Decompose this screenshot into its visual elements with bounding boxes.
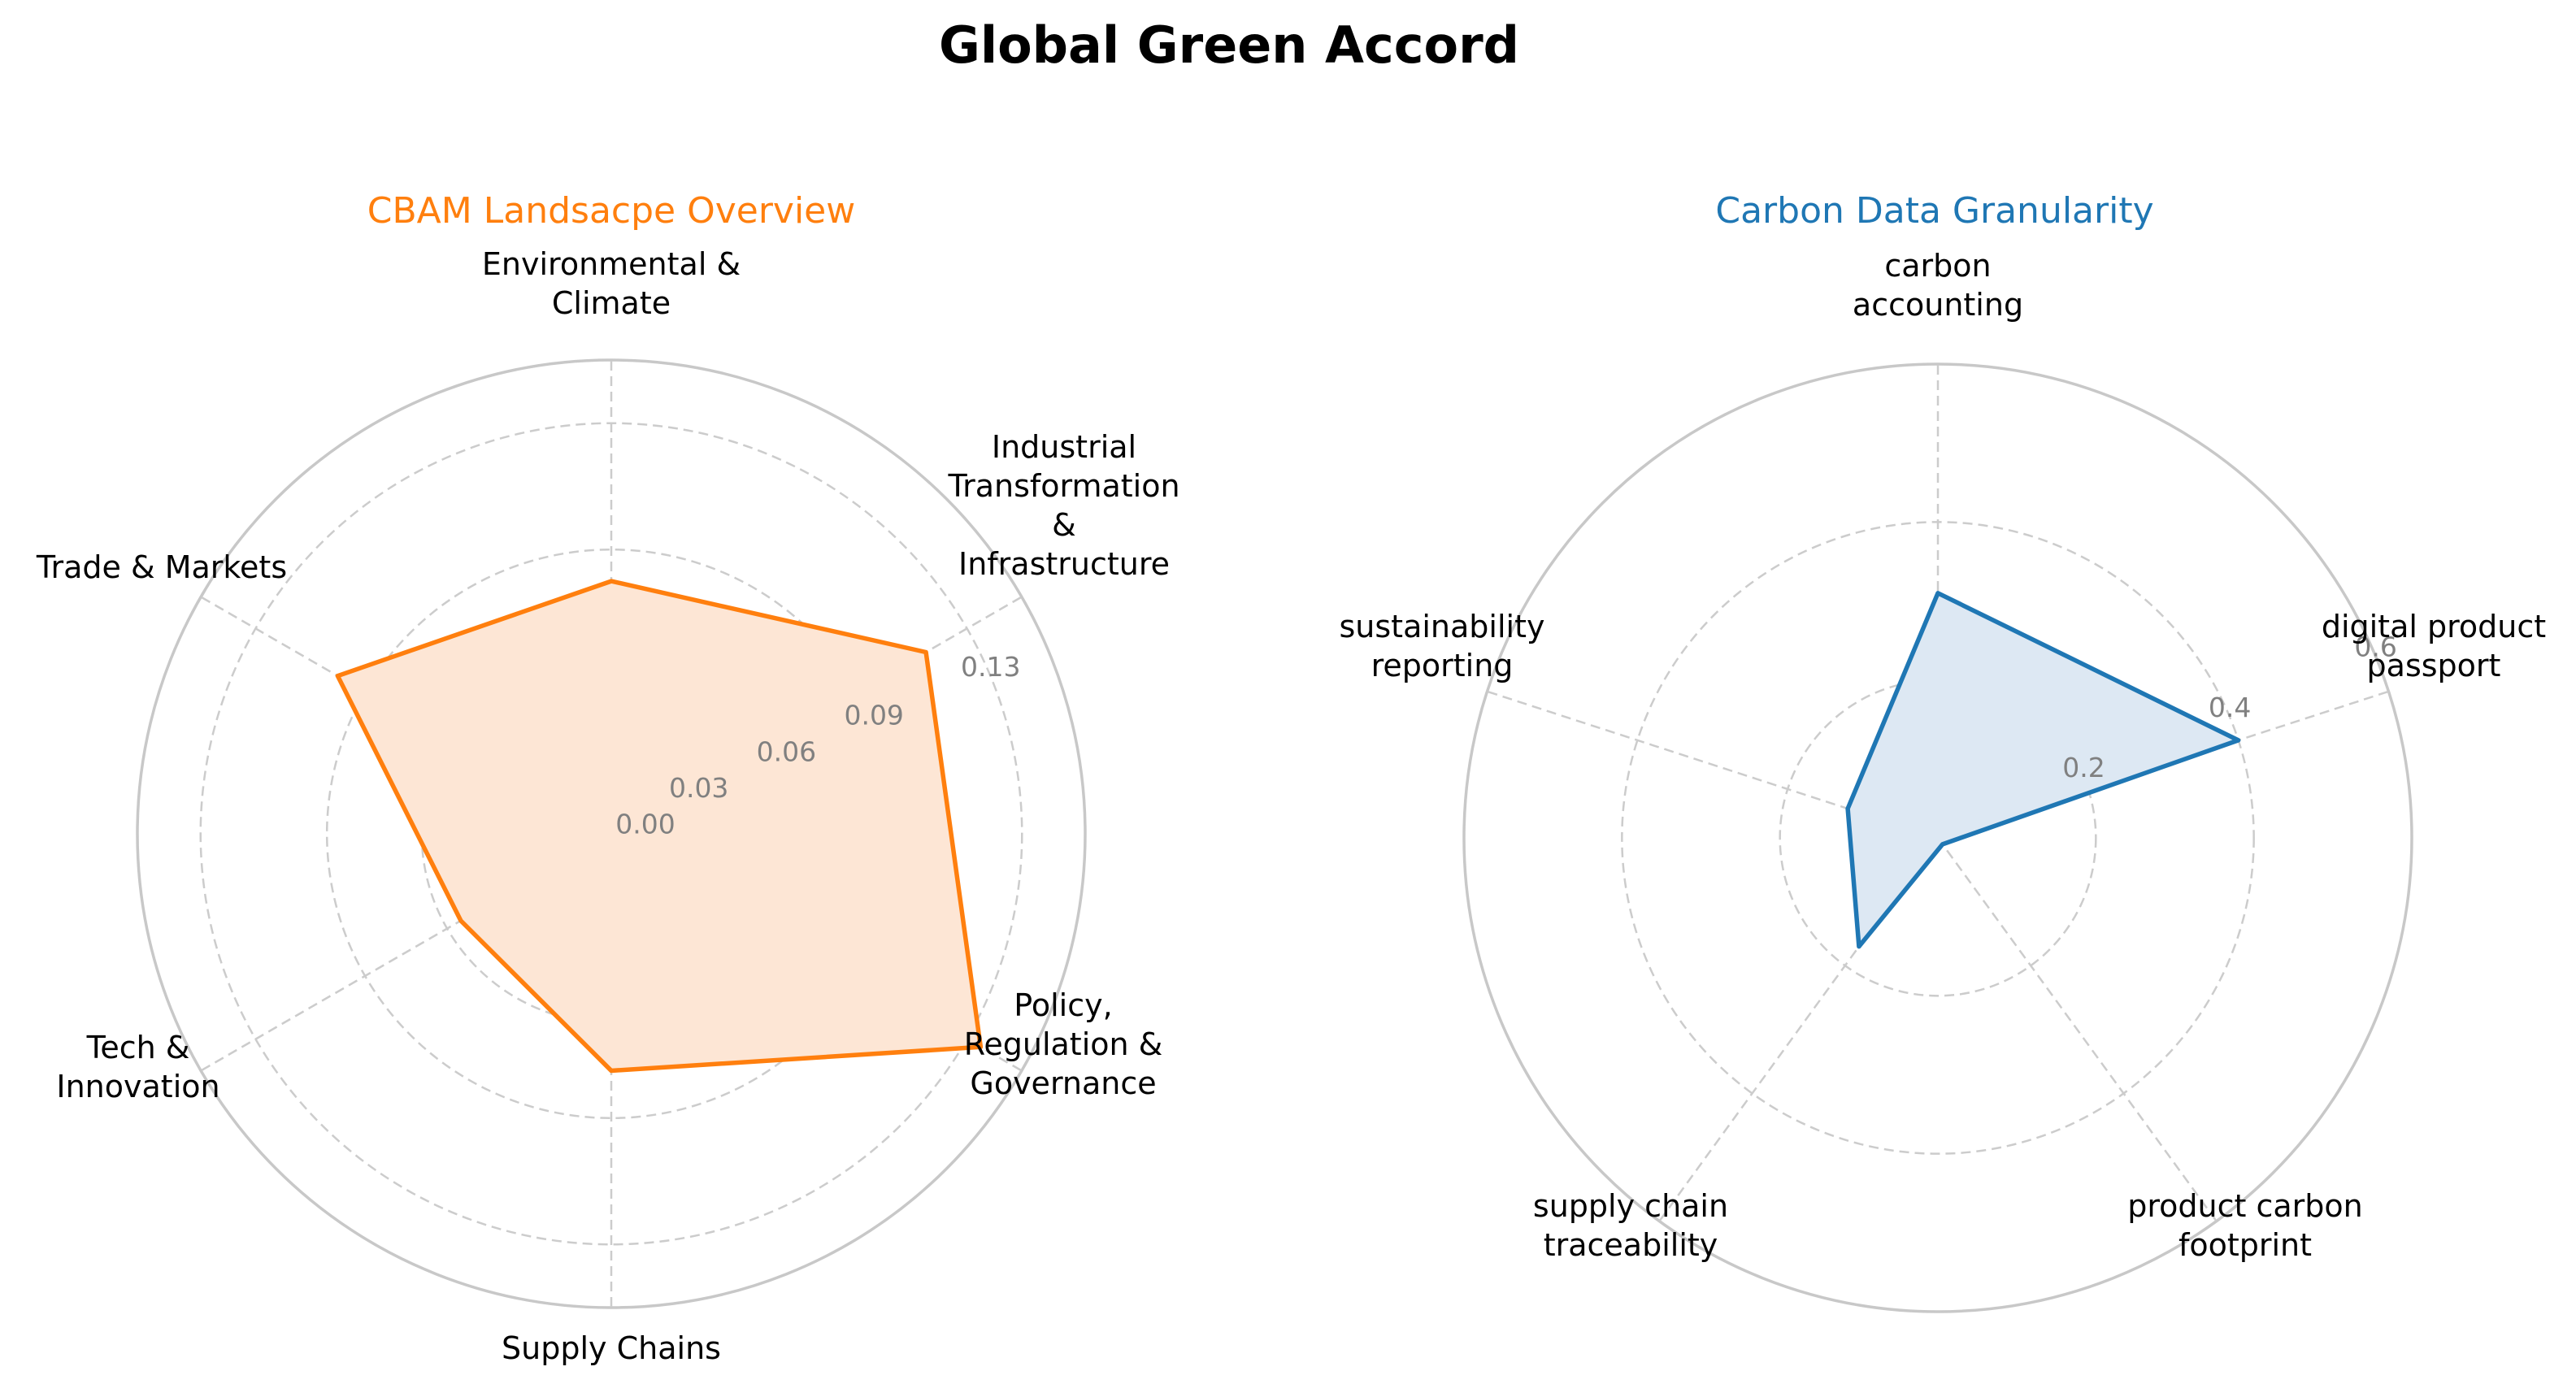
r-tick-label-0: 0.2 bbox=[2062, 752, 2105, 783]
series-area bbox=[1848, 592, 2239, 947]
carbon-data-radar: Carbon Data Granularity 0.2 0.4 0.6 carbon a… bbox=[1340, 190, 2546, 1313]
category-label-5: Trade & Markets bbox=[36, 549, 287, 585]
spoke-2 bbox=[1936, 837, 2218, 1222]
category-label-4: Tech & Innovation bbox=[56, 1030, 219, 1104]
panel-title-cbam: CBAM Landsacpe Overview bbox=[367, 190, 855, 232]
series-area bbox=[337, 581, 981, 1071]
r-tick-label-2: 0.6 bbox=[2354, 631, 2396, 662]
r-tick-label-4: 0.13 bbox=[961, 651, 1020, 683]
category-label-3: supply chain traceability bbox=[1533, 1188, 1728, 1263]
category-label-0: carbon accounting bbox=[1853, 248, 2023, 323]
outer-ring bbox=[136, 358, 1087, 1309]
category-label-1: digital product passport bbox=[2322, 609, 2546, 683]
panel-title-carbon-data: Carbon Data Granularity bbox=[1715, 190, 2153, 232]
r-tick-label-3: 0.09 bbox=[844, 700, 903, 731]
r-tick-label-0: 0.00 bbox=[615, 809, 675, 840]
cbam-landscape-radar: CBAM Landsacpe Overview 0.00 0.03 0.06 0.09… bbox=[36, 190, 1180, 1366]
category-label-4: sustainability reporting bbox=[1340, 609, 1545, 683]
category-label-0: Environmental & Climate bbox=[482, 246, 741, 321]
category-label-2: Policy, Regulation & Governance bbox=[964, 987, 1163, 1101]
series-line bbox=[1845, 591, 2241, 949]
category-label-2: product carbon footprint bbox=[2127, 1188, 2363, 1263]
category-label-3: Supply Chains bbox=[502, 1330, 721, 1366]
outer-ring bbox=[1462, 362, 2413, 1313]
r-tick-label-1: 0.03 bbox=[669, 772, 728, 804]
r-tick-label-2: 0.06 bbox=[757, 735, 816, 767]
category-label-1: Industrial Transformation & Infrastructure bbox=[947, 429, 1179, 582]
figure-title: Global Green Accord bbox=[939, 15, 1519, 75]
r-tick-label-1: 0.4 bbox=[2209, 692, 2251, 723]
